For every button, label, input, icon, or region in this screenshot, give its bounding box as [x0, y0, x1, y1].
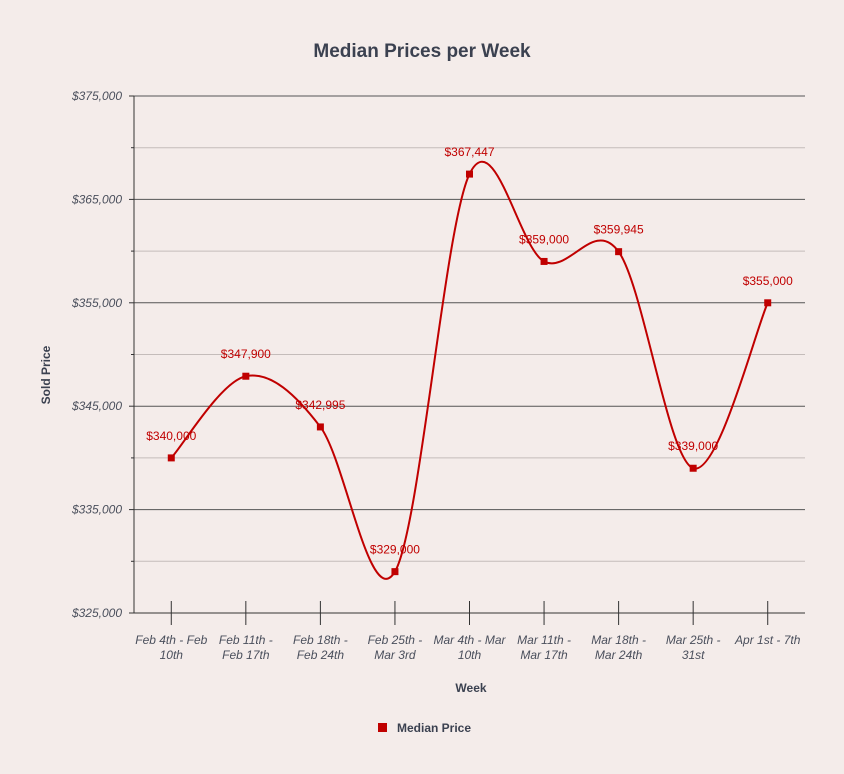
x-tick-label: Mar 18th -Mar 24th [591, 633, 646, 662]
data-label: $342,995 [295, 398, 345, 412]
x-axis-title: Week [455, 681, 486, 695]
data-point [167, 454, 175, 462]
x-tick-label: Feb 11th -Feb 17th [219, 633, 273, 662]
x-tick-label: Feb 18th -Feb 24th [293, 633, 348, 662]
y-tick-label: $355,000 [71, 296, 122, 310]
data-point [316, 423, 324, 431]
data-label: $339,000 [668, 439, 718, 453]
data-label: $359,000 [519, 232, 569, 246]
x-tick-label: Mar 4th - Mar 10th [433, 633, 506, 662]
data-point [466, 170, 473, 178]
y-tick-label: $345,000 [71, 399, 122, 413]
chart-title: Median Prices per Week [313, 41, 531, 62]
x-tick-label: Feb 4th - Feb 10th [135, 633, 207, 662]
y-axis-title: Sold Price [39, 345, 53, 404]
data-label: $329,000 [370, 543, 420, 557]
data-point [540, 257, 548, 265]
axes: $325,000 $335,000 $345,000 $355,000 $365,000… [71, 89, 805, 662]
y-tick-label: $325,000 [71, 606, 122, 620]
data-point [242, 372, 250, 380]
data-point [689, 464, 697, 472]
series-line-median-price [170, 161, 769, 580]
x-tick-label: Mar 11th -Mar 17th [517, 633, 571, 662]
y-tick-label: $365,000 [71, 192, 122, 206]
data-label: $359,945 [594, 223, 644, 237]
x-tick-label: Mar 25th -31st [666, 633, 721, 662]
legend[interactable]: Median Price [378, 721, 471, 735]
x-tick-label: Feb 25th -Mar 3rd [368, 633, 423, 662]
data-label: $355,000 [743, 274, 793, 288]
data-point [764, 299, 772, 307]
x-tick-label: Apr 1st - 7th [734, 633, 801, 647]
data-label: $367,447 [444, 145, 494, 159]
grid [134, 95, 805, 562]
legend-label-median-price: Median Price [397, 721, 471, 735]
data-label: $347,900 [221, 347, 271, 361]
data-point [391, 568, 399, 576]
data-label: $340,000 [146, 429, 196, 443]
series [167, 161, 772, 580]
y-tick-label: $335,000 [71, 503, 122, 517]
data-point [615, 248, 623, 256]
legend-swatch-median-price [378, 723, 387, 732]
y-tick-label: $375,000 [71, 89, 122, 103]
data-labels: $340,000 $347,900 $342,995 $329,000 $367,447… [146, 145, 793, 557]
